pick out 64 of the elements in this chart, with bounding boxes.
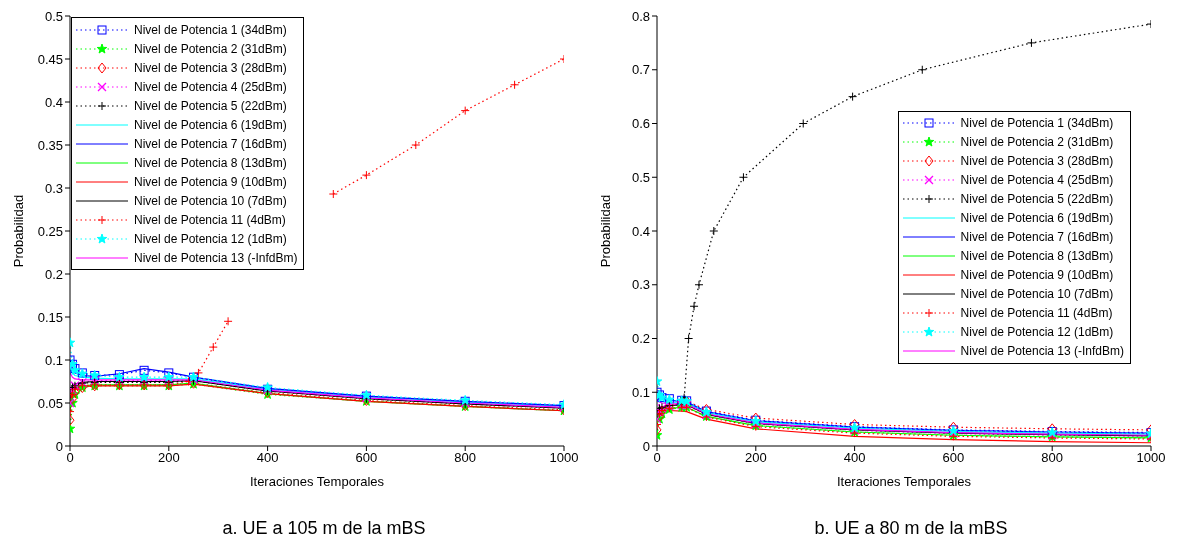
- legend-label: Nivel de Potencia 8 (13dBm): [134, 155, 287, 170]
- legend-label: Nivel de Potencia 9 (10dBm): [960, 268, 1114, 283]
- x-tick-label: 0: [653, 450, 661, 466]
- x-tick-label: 0: [66, 450, 74, 466]
- legend-label: Nivel de Potencia 11 (4dBm): [960, 306, 1113, 321]
- y-tick-label: 0.25: [37, 223, 63, 239]
- y-tick-label: 0.7: [631, 62, 650, 78]
- legend-label: Nivel de Potencia 5 (22dBm): [134, 98, 287, 113]
- y-axis-title: Probabilidad: [10, 194, 26, 268]
- x-tick-label: 200: [744, 450, 767, 466]
- legend-label: Nivel de Potencia 12 (1dBm): [134, 231, 287, 246]
- y-tick-label: 0.05: [37, 395, 63, 411]
- legend-label: Nivel de Potencia 13 (-InfdBm): [134, 250, 298, 265]
- legend-label: Nivel de Potencia 8 (13dBm): [960, 249, 1114, 264]
- y-tick-label: 0.1: [44, 352, 63, 368]
- x-tick-label: 400: [256, 450, 279, 466]
- x-axis-title: Iteraciones Temporales: [836, 474, 972, 489]
- legend-label: Nivel de Potencia 12 (1dBm): [960, 325, 1114, 340]
- y-tick-label: 0.5: [44, 8, 63, 24]
- legend-label: Nivel de Potencia 6 (19dBm): [960, 211, 1114, 226]
- legend-label: Nivel de Potencia 2 (31dBm): [134, 41, 287, 56]
- y-axis-title: Probabilidad: [597, 194, 613, 268]
- legend-label: Nivel de Potencia 1 (34dBm): [134, 22, 287, 37]
- x-tick-label: 400: [843, 450, 866, 466]
- y-tick-label: 0.8: [631, 8, 650, 24]
- legend-label: Nivel de Potencia 10 (7dBm): [134, 193, 287, 208]
- text: a. UE a 105 m de la mBS: [221, 518, 427, 539]
- x-tick-label: 800: [1041, 450, 1064, 466]
- legend-label: Nivel de Potencia 3 (28dBm): [134, 60, 287, 75]
- y-tick-label: 0.15: [37, 309, 63, 325]
- legend-label: Nivel de Potencia 10 (7dBm): [960, 287, 1114, 302]
- legend-label: Nivel de Potencia 1 (34dBm): [960, 116, 1114, 131]
- y-tick-label: 0.3: [631, 277, 650, 293]
- x-tick-label: 600: [355, 450, 378, 466]
- legend-label: Nivel de Potencia 4 (25dBm): [960, 173, 1114, 188]
- y-tick-label: 0.1: [631, 384, 650, 400]
- x-tick-label: 200: [157, 450, 180, 466]
- legend-label: Nivel de Potencia 2 (31dBm): [960, 135, 1114, 150]
- y-tick-label: 0: [642, 438, 650, 454]
- text: b. UE a 80 m de la mBS: [813, 518, 1009, 539]
- y-tick-label: 0.6: [631, 116, 650, 132]
- y-tick-label: 0.3: [44, 180, 63, 196]
- y-tick-label: 0.4: [44, 94, 63, 110]
- y-tick-label: 0.35: [37, 137, 63, 153]
- legend-label: Nivel de Potencia 7 (16dBm): [960, 230, 1114, 245]
- legend-label: Nivel de Potencia 6 (19dBm): [134, 117, 287, 132]
- y-tick-label: 0.2: [44, 266, 63, 282]
- x-axis-title: Iteraciones Temporales: [249, 474, 385, 489]
- y-tick-label: 0.2: [631, 331, 650, 347]
- x-tick-label: 1000: [549, 450, 579, 466]
- legend-label: Nivel de Potencia 13 (-InfdBm): [960, 344, 1124, 359]
- x-tick-label: 800: [454, 450, 477, 466]
- y-tick-label: 0.4: [631, 223, 650, 239]
- y-tick-label: 0.5: [631, 169, 650, 185]
- legend-label: Nivel de Potencia 5 (22dBm): [960, 192, 1114, 207]
- legend-label: Nivel de Potencia 4 (25dBm): [134, 79, 287, 94]
- legend-label: Nivel de Potencia 7 (16dBm): [134, 136, 287, 151]
- y-tick-label: 0: [55, 438, 63, 454]
- legend-label: Nivel de Potencia 11 (4dBm): [134, 212, 286, 227]
- y-tick-label: 0.45: [37, 51, 63, 67]
- x-tick-label: 1000: [1136, 450, 1166, 466]
- x-tick-label: 600: [942, 450, 965, 466]
- legend-label: Nivel de Potencia 9 (10dBm): [134, 174, 287, 189]
- legend-label: Nivel de Potencia 3 (28dBm): [960, 154, 1114, 169]
